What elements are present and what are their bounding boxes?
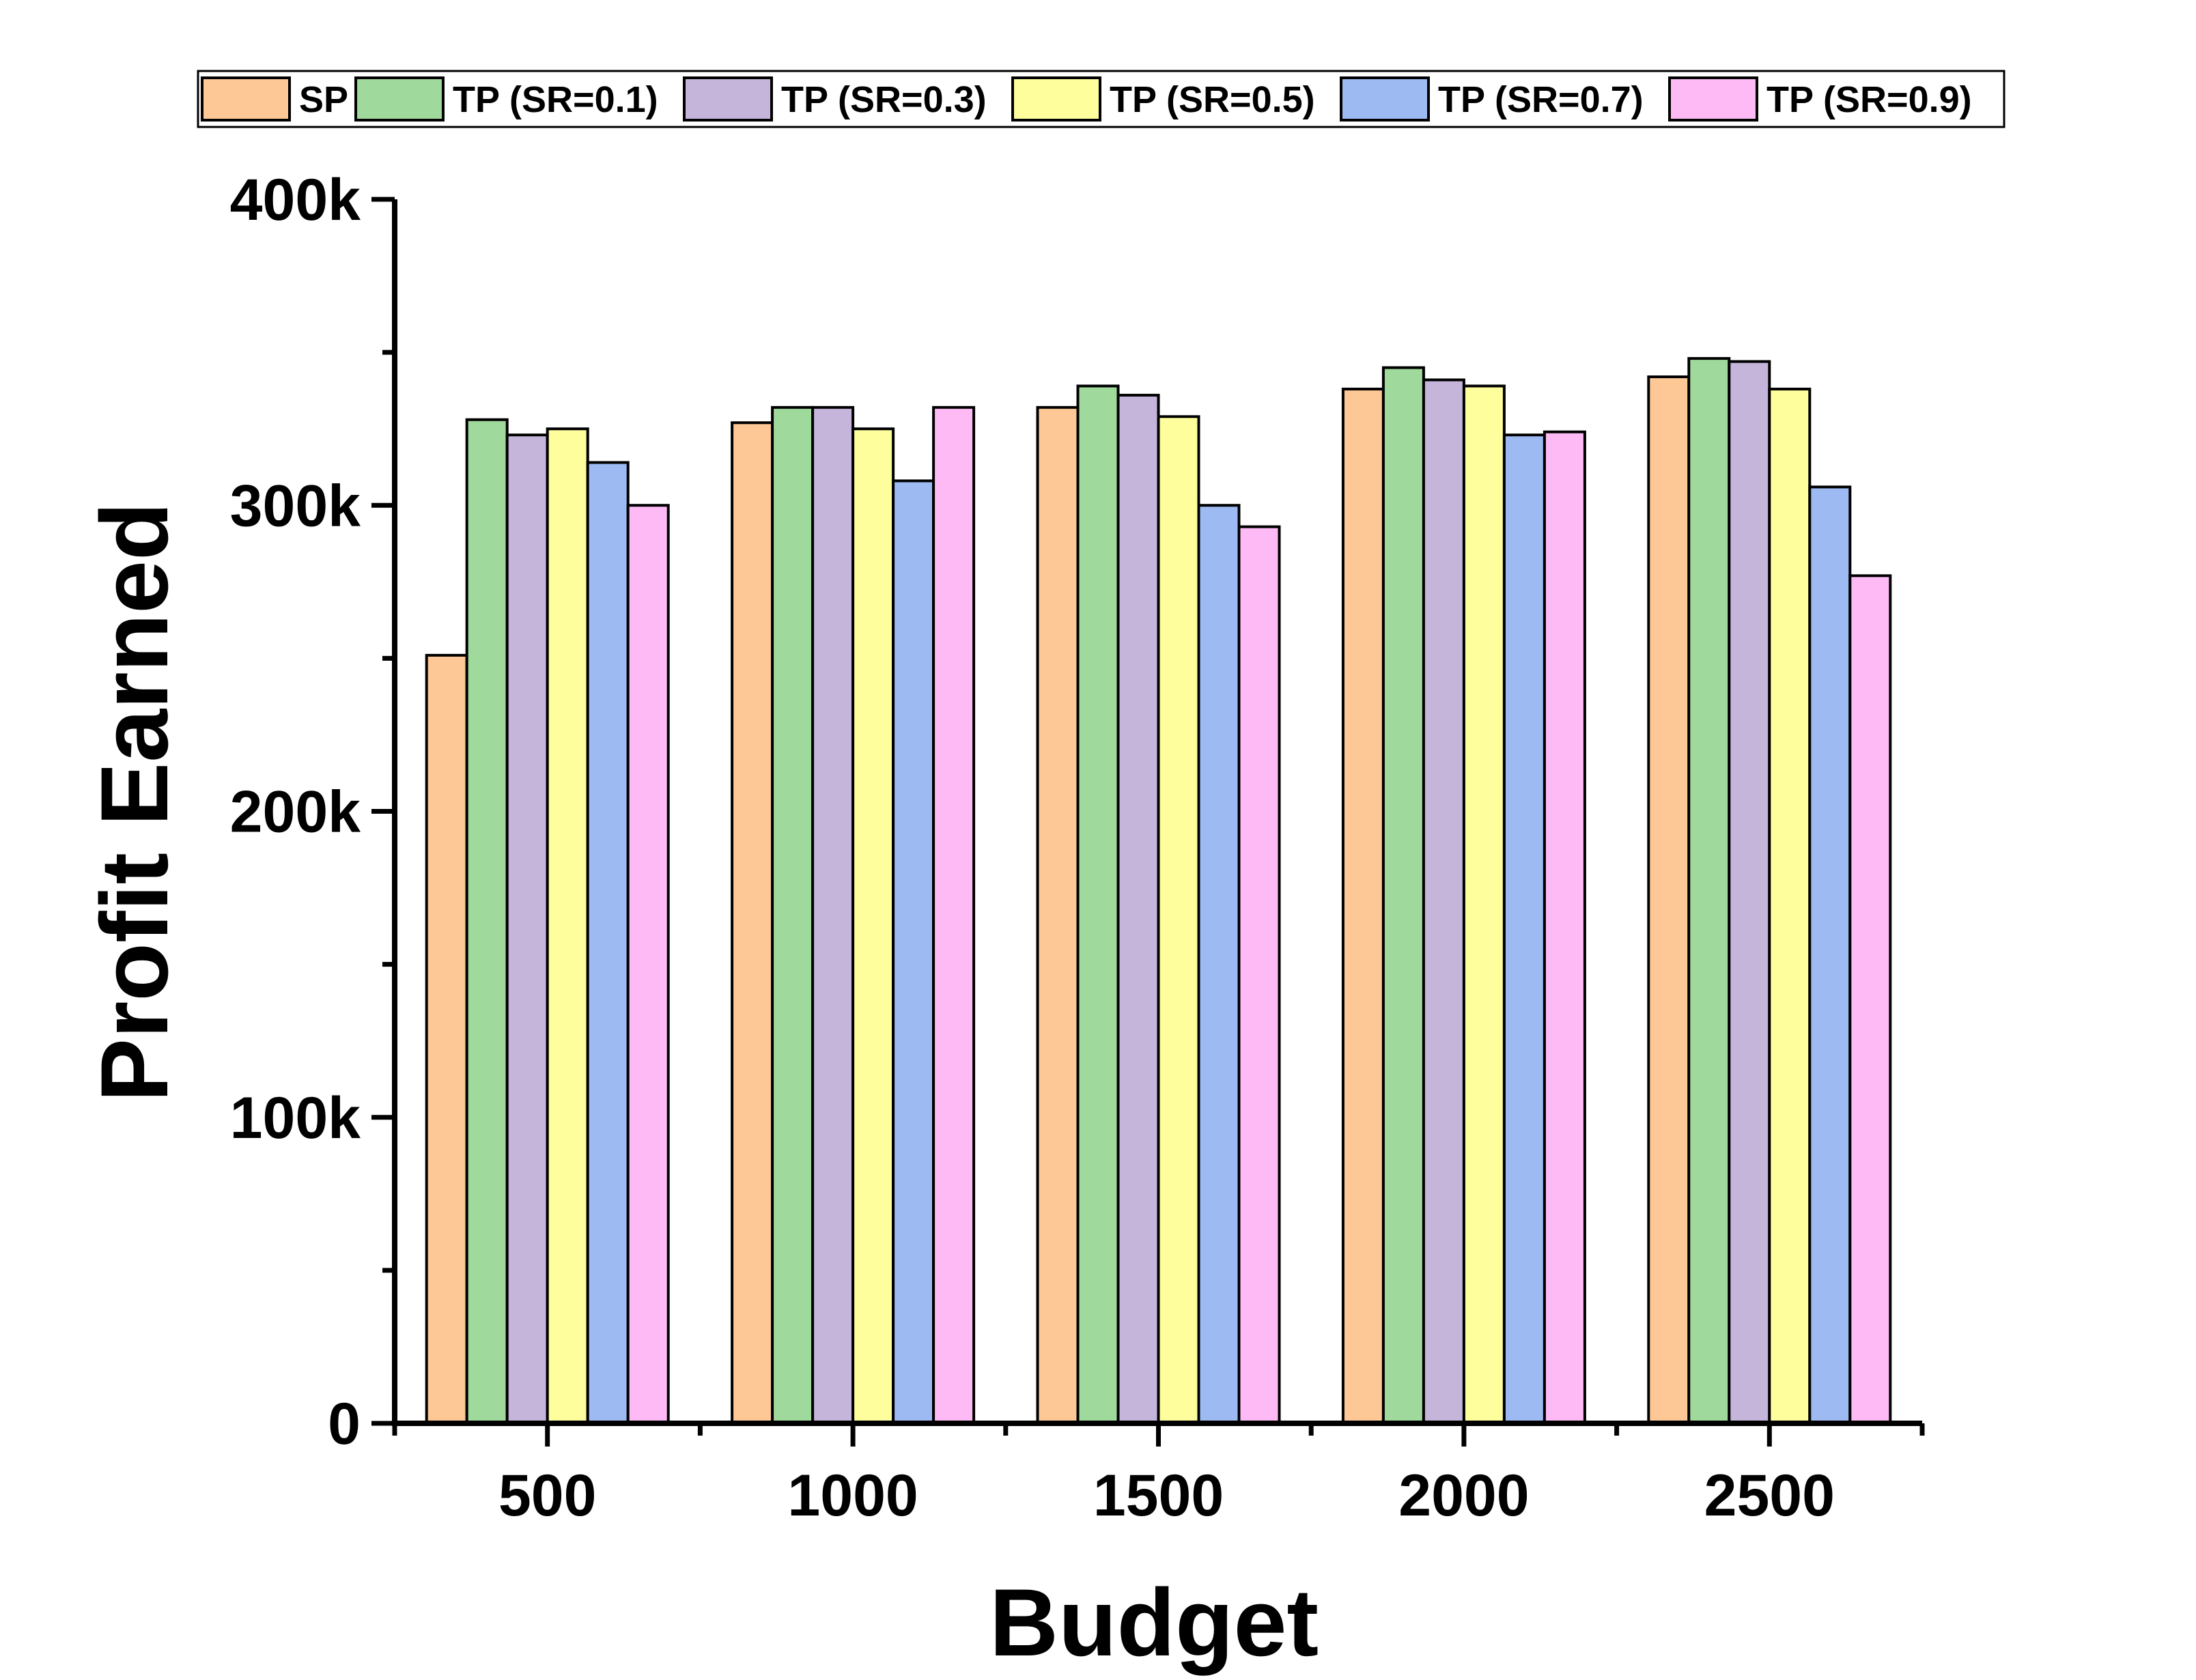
bar-tp-sr-0-1-2500 — [1687, 357, 1731, 1425]
legend-swatch — [354, 76, 445, 122]
legend-label: TP (SR=0.7) — [1438, 79, 1644, 120]
legend-label: TP (SR=0.3) — [781, 79, 987, 120]
legend-label: SP — [299, 79, 348, 120]
y-tick-label: 200k — [230, 780, 361, 845]
bar-tp-sr-0-7-500 — [586, 461, 630, 1425]
bar-tp-sr-0-5-2500 — [1768, 387, 1812, 1425]
bar-tp-sr-0-3-500 — [505, 433, 549, 1425]
bar-tp-sr-0-3-2000 — [1422, 378, 1465, 1425]
legend-swatch — [1340, 76, 1430, 122]
legend-swatch — [1668, 76, 1758, 122]
bar-tp-sr-0-7-2500 — [1808, 485, 1852, 1425]
y-tick-label: 0 — [328, 1391, 361, 1457]
y-tick-label: 300k — [230, 473, 361, 539]
x-axis-title: Budget — [989, 1569, 1319, 1676]
bar-tp-sr-0-1-1000 — [771, 405, 815, 1425]
bar-tp-sr-0-1-500 — [465, 418, 509, 1425]
bar-sp-500 — [425, 653, 468, 1425]
bar-tp-sr-0-5-2000 — [1462, 384, 1506, 1425]
legend-swatch — [683, 76, 773, 122]
bar-tp-sr-0-5-500 — [546, 427, 589, 1425]
bar-tp-sr-0-5-1500 — [1157, 415, 1200, 1425]
bar-tp-sr-0-3-1500 — [1116, 393, 1160, 1425]
y-tick-label: 400k — [230, 167, 361, 233]
x-tick-label: 1500 — [1093, 1463, 1224, 1528]
x-tick-label: 1000 — [787, 1463, 918, 1528]
bar-tp-sr-0-9-1000 — [932, 405, 976, 1425]
legend-label: TP (SR=0.5) — [1110, 79, 1315, 120]
y-tick-label: 100k — [230, 1085, 361, 1151]
legend: SP TP (SR=0.1) TP (SR=0.3) TP (SR=0.5) TP (S… — [197, 70, 2005, 128]
bar-sp-2000 — [1341, 387, 1385, 1425]
bars-group — [425, 357, 1892, 1425]
legend-swatch — [201, 76, 291, 122]
bar-tp-sr-0-7-1000 — [892, 479, 935, 1425]
y-axis-title: Profit Earned — [81, 502, 188, 1102]
bar-tp-sr-0-1-2000 — [1381, 366, 1425, 1425]
bar-tp-sr-0-3-2500 — [1728, 360, 1771, 1425]
bar-tp-sr-0-7-1500 — [1197, 504, 1241, 1425]
bar-sp-1000 — [731, 421, 774, 1425]
legend-label: TP (SR=0.9) — [1766, 79, 1972, 120]
bar-tp-sr-0-9-1500 — [1237, 525, 1281, 1425]
x-tick-label: 2000 — [1398, 1463, 1529, 1528]
legend-label: TP (SR=0.1) — [453, 79, 658, 120]
bar-sp-1500 — [1036, 405, 1080, 1425]
axes-group: 0 100k 200k 300k 400k 500 1000 1500 2000 2500 — [230, 167, 1925, 1528]
bar-tp-sr-0-3-1000 — [811, 405, 855, 1425]
legend-swatch — [1011, 76, 1101, 122]
x-tick-label: 2500 — [1704, 1463, 1835, 1528]
bar-tp-sr-0-7-2000 — [1502, 433, 1546, 1425]
bar-tp-sr-0-5-1000 — [851, 427, 895, 1425]
bar-sp-2500 — [1647, 375, 1691, 1425]
bar-tp-sr-0-9-2500 — [1848, 574, 1892, 1425]
bar-tp-sr-0-1-1500 — [1076, 384, 1120, 1425]
x-tick-label: 500 — [498, 1463, 597, 1528]
bar-tp-sr-0-9-2000 — [1543, 430, 1586, 1425]
bar-tp-sr-0-9-500 — [626, 504, 670, 1425]
